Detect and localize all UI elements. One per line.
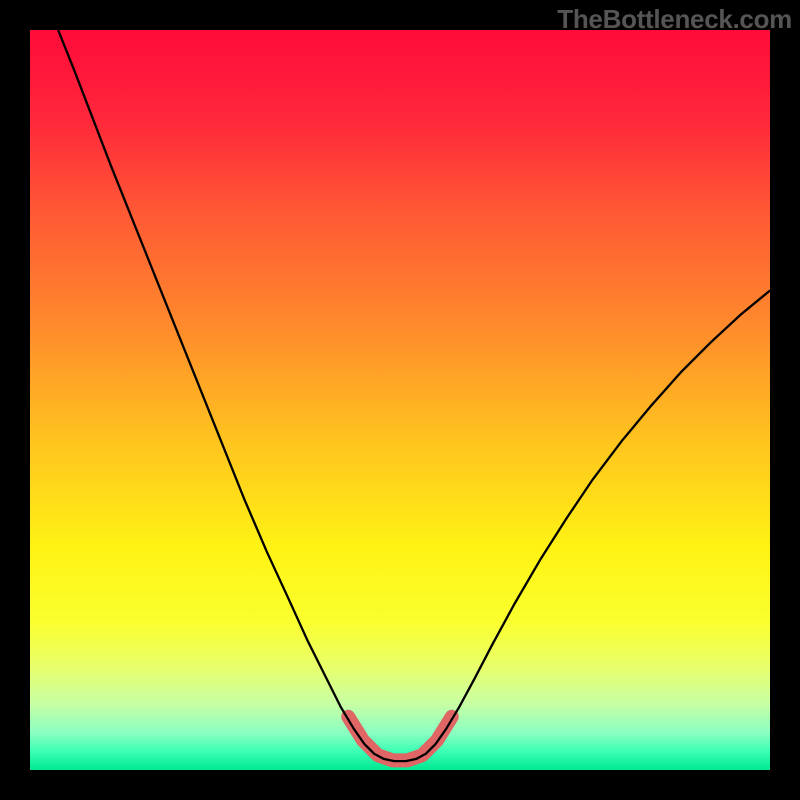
chart-frame: { "watermark": { "text": "TheBottleneck.…	[0, 0, 800, 800]
gradient-background	[30, 30, 770, 770]
bottleneck-chart	[0, 0, 800, 800]
watermark-text: TheBottleneck.com	[557, 4, 792, 35]
